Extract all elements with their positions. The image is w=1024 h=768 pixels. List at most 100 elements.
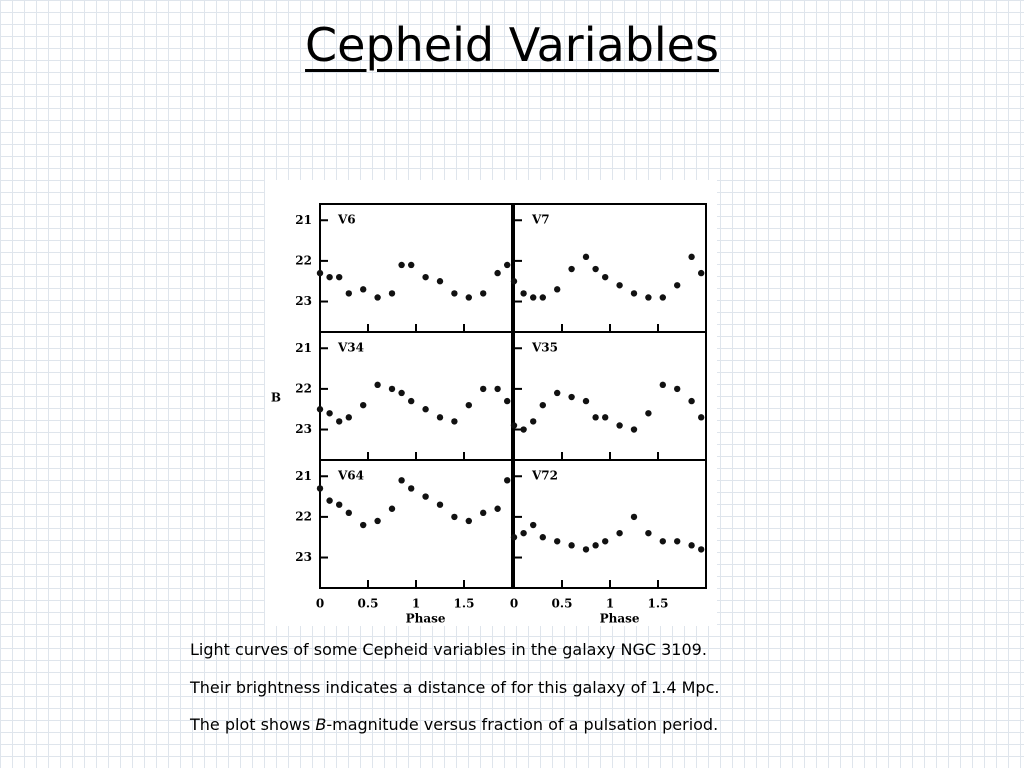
data-point <box>465 294 472 301</box>
data-point <box>674 538 681 545</box>
data-point <box>480 290 487 297</box>
data-point <box>504 397 511 405</box>
y-tick-label: 22 <box>295 509 312 523</box>
data-point <box>510 278 518 285</box>
data-point <box>398 261 405 269</box>
data-point <box>602 414 609 421</box>
data-point <box>374 517 381 525</box>
data-point <box>582 397 590 405</box>
data-point <box>688 397 695 405</box>
y-tick-label: 23 <box>295 294 312 308</box>
figure-background <box>265 180 717 626</box>
data-point <box>408 261 415 269</box>
data-point <box>582 546 590 553</box>
data-point <box>568 265 575 273</box>
data-point <box>316 485 324 492</box>
data-point <box>336 273 343 281</box>
data-point <box>451 418 458 425</box>
data-point <box>422 406 429 413</box>
data-point <box>616 422 623 429</box>
data-point <box>345 414 352 421</box>
data-point <box>345 290 352 297</box>
caption-line: The plot shows B-magnitude versus fracti… <box>190 715 718 734</box>
x-axis-label: Phase <box>406 612 446 626</box>
data-point <box>316 406 324 413</box>
data-point <box>645 529 652 537</box>
caption-text: The plot shows <box>190 715 316 734</box>
data-point <box>326 410 333 417</box>
data-point <box>645 410 652 417</box>
data-point <box>539 401 546 409</box>
y-axis-label: B <box>271 391 281 405</box>
data-point <box>592 414 599 421</box>
data-point <box>345 509 352 517</box>
data-point <box>504 261 511 269</box>
y-tick-label: 21 <box>295 213 312 227</box>
data-point <box>520 529 527 537</box>
data-point <box>530 521 537 529</box>
data-point <box>539 534 546 541</box>
data-point <box>602 273 609 281</box>
data-point <box>374 381 381 389</box>
data-point <box>336 501 343 508</box>
data-point <box>616 529 623 537</box>
data-point <box>436 414 444 421</box>
data-point <box>630 290 638 297</box>
data-point <box>480 385 487 393</box>
y-tick-label: 21 <box>295 341 312 355</box>
panel-label: V7 <box>531 213 550 227</box>
data-point <box>374 294 381 301</box>
data-point <box>659 294 666 301</box>
data-point <box>530 418 537 425</box>
data-point <box>568 393 575 401</box>
panel-label: V35 <box>531 341 558 355</box>
data-point <box>530 294 537 301</box>
panel-label: V34 <box>337 341 364 355</box>
data-point <box>494 505 501 512</box>
data-point <box>408 397 415 405</box>
data-point <box>554 286 561 293</box>
data-point <box>698 269 705 277</box>
caption-text: -magnitude versus fraction of a pulsatio… <box>326 715 719 734</box>
data-point <box>659 538 666 545</box>
data-point <box>582 253 590 261</box>
data-point <box>688 542 695 549</box>
x-tick-label: 1.5 <box>648 597 669 611</box>
data-point <box>592 265 599 273</box>
data-point <box>592 542 599 549</box>
x-tick-label: 1 <box>412 597 420 611</box>
x-tick-label: 0.5 <box>358 597 379 611</box>
data-point <box>436 501 444 508</box>
data-point <box>388 385 396 393</box>
data-point <box>674 385 681 393</box>
data-point <box>480 509 487 517</box>
x-tick-label: 0 <box>510 597 518 611</box>
caption-line: Their brightness indicates a distance of… <box>190 678 720 697</box>
data-point <box>494 385 501 393</box>
data-point <box>510 534 518 541</box>
data-point <box>465 401 472 409</box>
data-point <box>398 389 405 397</box>
data-point <box>539 294 546 301</box>
slide-title: Cepheid Variables <box>0 18 1024 72</box>
data-point <box>451 513 458 521</box>
data-point <box>408 485 415 492</box>
data-point <box>465 517 472 525</box>
y-tick-label: 22 <box>295 381 312 395</box>
data-point <box>659 381 666 389</box>
panel-label: V64 <box>337 469 364 483</box>
x-axis-label: Phase <box>600 612 640 626</box>
x-tick-label: 0 <box>316 597 324 611</box>
data-point <box>316 269 324 277</box>
data-point <box>504 477 511 484</box>
data-point <box>554 538 561 545</box>
y-tick-label: 22 <box>295 253 312 267</box>
data-point <box>554 389 561 397</box>
data-point <box>494 269 501 277</box>
title-text: Cepheid Variables <box>305 18 719 72</box>
data-point <box>422 273 429 281</box>
panel-label: V6 <box>337 213 356 227</box>
data-point <box>326 273 333 281</box>
y-tick-label: 21 <box>295 469 312 483</box>
data-point <box>451 290 458 297</box>
